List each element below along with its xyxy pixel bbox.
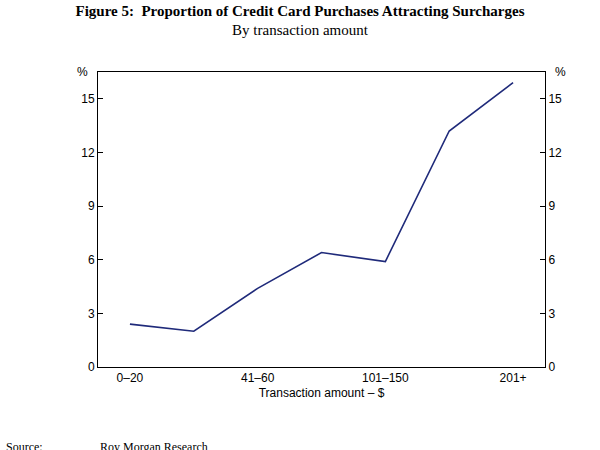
svg-text:101–150: 101–150 xyxy=(362,371,409,385)
svg-text:0–20: 0–20 xyxy=(117,371,144,385)
svg-text:Figure 5: Proportion of Credi: Figure 5: Proportion of Credit Card Purc… xyxy=(76,3,525,39)
svg-text:15: 15 xyxy=(548,92,562,106)
svg-text:201+: 201+ xyxy=(500,371,527,385)
svg-text:Transaction amount – $: Transaction amount – $ xyxy=(259,386,385,400)
svg-text:12: 12 xyxy=(81,146,95,160)
svg-text:0: 0 xyxy=(88,360,95,374)
svg-text:%: % xyxy=(555,65,566,79)
svg-text:3: 3 xyxy=(88,307,95,321)
svg-text:6: 6 xyxy=(548,253,555,267)
svg-text:9: 9 xyxy=(88,199,95,213)
svg-text:Roy Morgan Research: Roy Morgan Research xyxy=(100,440,208,450)
svg-text:12: 12 xyxy=(548,146,562,160)
svg-text:41–60: 41–60 xyxy=(241,371,275,385)
svg-text:15: 15 xyxy=(81,92,95,106)
svg-text:0: 0 xyxy=(548,360,555,374)
svg-text:3: 3 xyxy=(548,307,555,321)
svg-text:9: 9 xyxy=(548,199,555,213)
svg-text:Source:: Source: xyxy=(6,440,43,450)
svg-text:6: 6 xyxy=(88,253,95,267)
svg-text:%: % xyxy=(77,65,88,79)
